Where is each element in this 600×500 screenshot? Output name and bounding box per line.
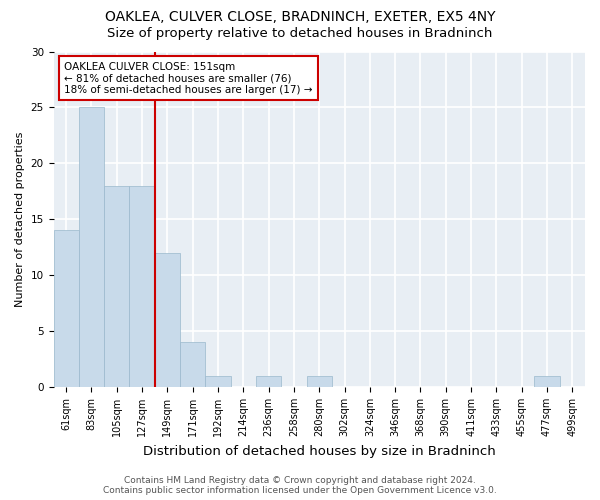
Text: OAKLEA CULVER CLOSE: 151sqm
← 81% of detached houses are smaller (76)
18% of sem: OAKLEA CULVER CLOSE: 151sqm ← 81% of det… — [64, 62, 313, 95]
Bar — [180, 342, 205, 387]
Bar — [256, 376, 281, 387]
Bar — [79, 108, 104, 387]
X-axis label: Distribution of detached houses by size in Bradninch: Distribution of detached houses by size … — [143, 444, 496, 458]
Bar — [155, 253, 180, 387]
Y-axis label: Number of detached properties: Number of detached properties — [15, 132, 25, 307]
Text: Size of property relative to detached houses in Bradninch: Size of property relative to detached ho… — [107, 28, 493, 40]
Bar — [535, 376, 560, 387]
Text: OAKLEA, CULVER CLOSE, BRADNINCH, EXETER, EX5 4NY: OAKLEA, CULVER CLOSE, BRADNINCH, EXETER,… — [105, 10, 495, 24]
Bar — [307, 376, 332, 387]
Bar — [104, 186, 130, 387]
Bar — [53, 230, 79, 387]
Text: Contains HM Land Registry data © Crown copyright and database right 2024.
Contai: Contains HM Land Registry data © Crown c… — [103, 476, 497, 495]
Bar — [205, 376, 230, 387]
Bar — [130, 186, 155, 387]
